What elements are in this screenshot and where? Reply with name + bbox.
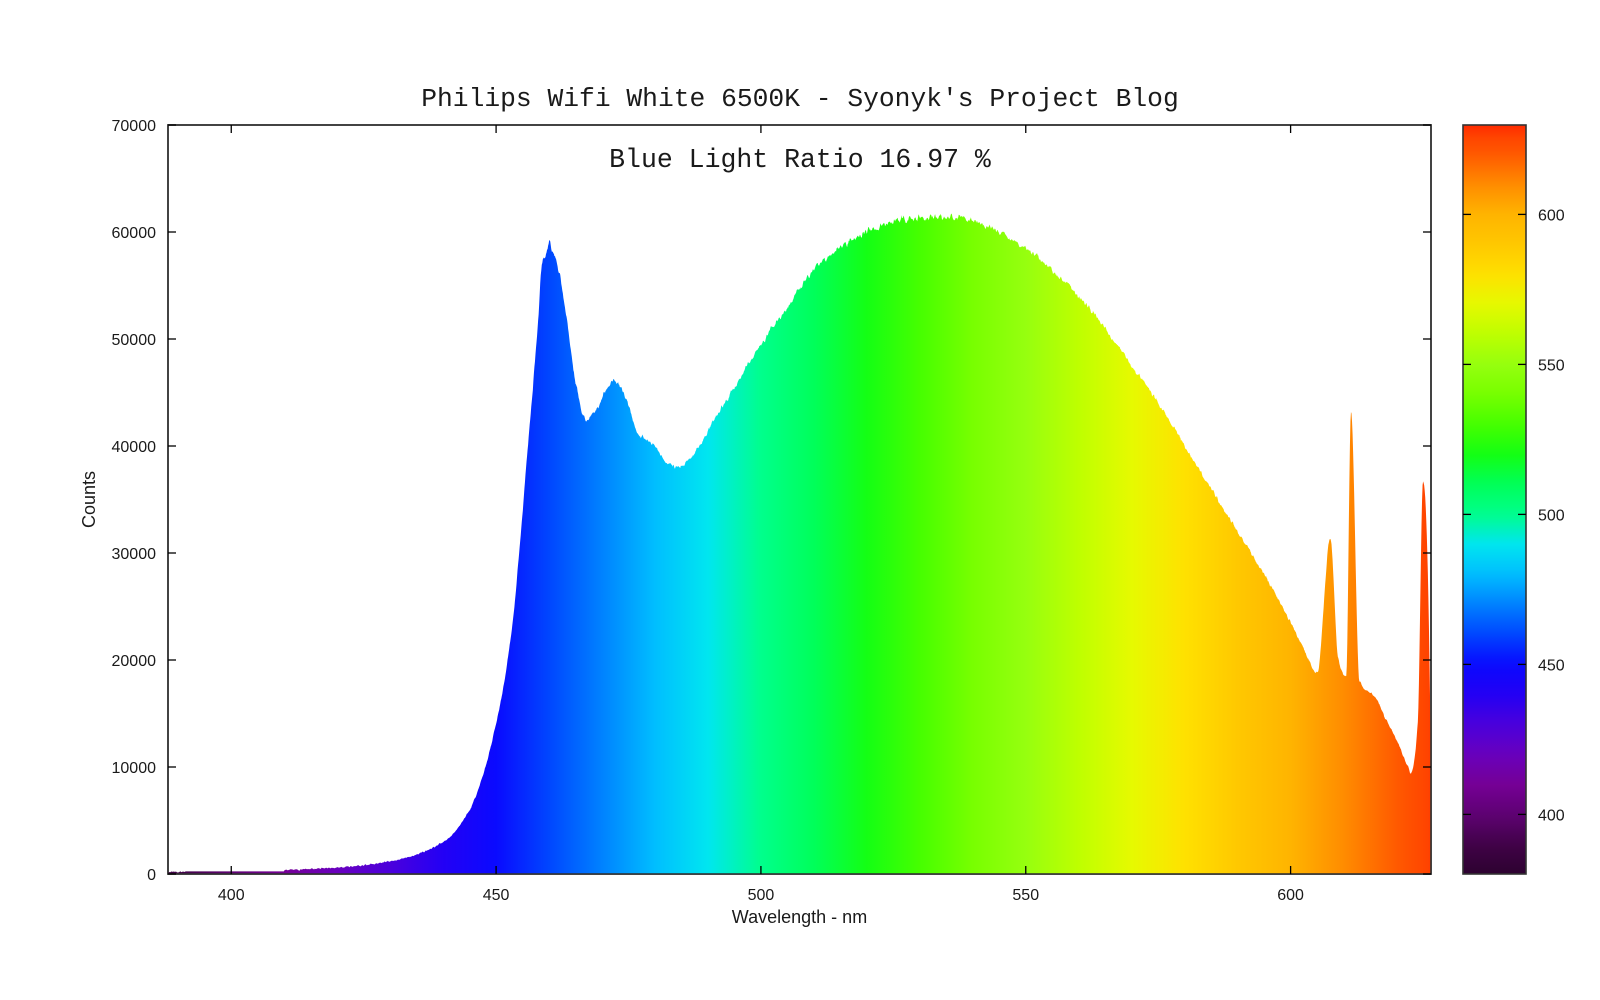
svg-text:20000: 20000: [112, 653, 157, 670]
svg-text:30000: 30000: [112, 546, 157, 563]
svg-text:500: 500: [748, 887, 775, 904]
svg-text:70000: 70000: [112, 118, 157, 135]
svg-text:Wavelength - nm: Wavelength - nm: [732, 907, 867, 927]
svg-text:500: 500: [1538, 507, 1565, 524]
svg-text:600: 600: [1277, 887, 1304, 904]
svg-text:400: 400: [218, 887, 245, 904]
svg-text:400: 400: [1538, 807, 1565, 824]
svg-text:550: 550: [1012, 887, 1039, 904]
svg-text:450: 450: [483, 887, 510, 904]
svg-text:50000: 50000: [112, 332, 157, 349]
svg-text:0: 0: [147, 867, 156, 884]
svg-text:10000: 10000: [112, 760, 157, 777]
svg-text:550: 550: [1538, 357, 1565, 374]
svg-text:600: 600: [1538, 207, 1565, 224]
svg-text:60000: 60000: [112, 225, 157, 242]
svg-text:Blue Light Ratio 16.97 %: Blue Light Ratio 16.97 %: [609, 145, 991, 175]
svg-text:Counts: Counts: [79, 471, 99, 528]
svg-text:40000: 40000: [112, 439, 157, 456]
svg-text:450: 450: [1538, 657, 1565, 674]
svg-text:Philips Wifi White 6500K - Syo: Philips Wifi White 6500K - Syonyk's Proj…: [421, 84, 1178, 114]
